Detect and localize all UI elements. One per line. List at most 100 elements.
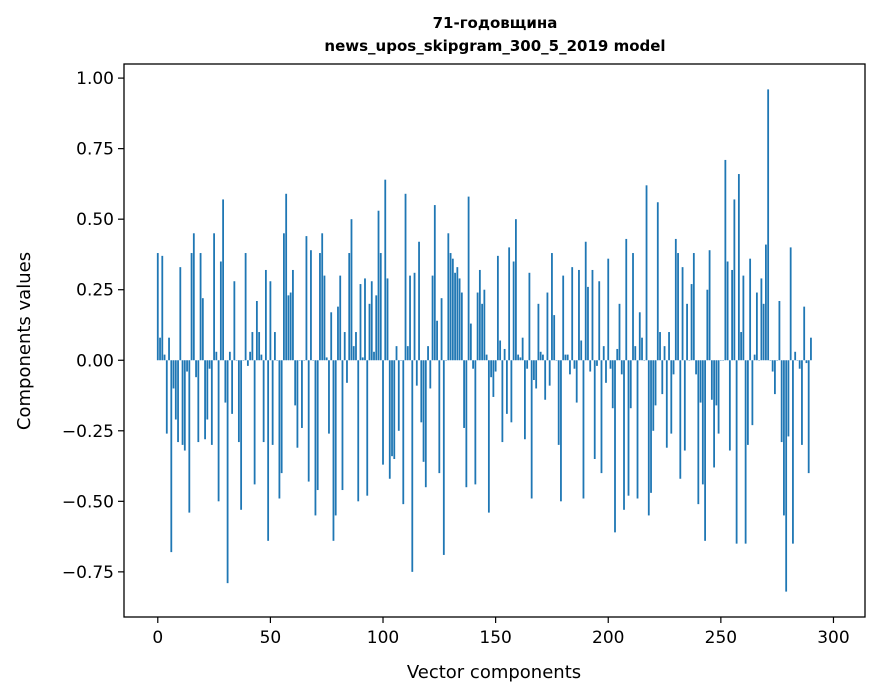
bar-48 — [264, 269, 267, 361]
bar-210 — [629, 360, 632, 409]
bar-222 — [656, 202, 659, 361]
bar-40 — [246, 360, 249, 366]
bar-68 — [310, 250, 312, 361]
bar-85 — [348, 253, 351, 361]
bar-series — [156, 89, 812, 592]
bar-32 — [228, 351, 231, 361]
bar-90 — [359, 284, 362, 361]
bar-168 — [535, 360, 538, 389]
bar-199 — [605, 360, 607, 383]
bar-280 — [787, 360, 790, 437]
bar-156 — [508, 247, 511, 361]
bar-227 — [668, 332, 670, 361]
bar-14 — [188, 360, 191, 513]
bar-23 — [208, 360, 211, 369]
bar-9 — [177, 360, 179, 443]
bar-17 — [195, 360, 197, 378]
x-axis-label: Vector components — [407, 662, 581, 683]
bar-249 — [717, 360, 720, 434]
bar-22 — [206, 360, 209, 420]
bar-36 — [237, 360, 240, 443]
bar-52 — [274, 332, 276, 361]
chart-title-line-1: 71-годовщина — [433, 14, 558, 32]
bar-159 — [515, 219, 517, 361]
bar-207 — [623, 360, 625, 510]
bar-129 — [447, 233, 450, 361]
y-tick-label: 0.00 — [76, 351, 114, 371]
bar-139 — [469, 323, 472, 361]
bar-254 — [728, 360, 731, 451]
y-axis-label: Components values — [14, 252, 35, 430]
bar-88 — [355, 332, 357, 361]
bar-193 — [591, 269, 594, 361]
bar-95 — [370, 281, 373, 361]
bar-20 — [201, 298, 204, 361]
bar-230 — [674, 238, 677, 361]
bar-235 — [686, 303, 688, 361]
x-tick-label: 300 — [817, 628, 849, 648]
bar-86 — [350, 219, 353, 361]
bar-113 — [411, 360, 414, 572]
y-tick-label: −0.50 — [62, 492, 114, 512]
bar-259 — [740, 332, 743, 361]
bar-117 — [420, 360, 423, 423]
bar-130 — [449, 253, 452, 361]
bar-288 — [805, 360, 808, 364]
bar-89 — [357, 360, 360, 502]
bar-110 — [404, 193, 407, 361]
bar-290 — [810, 337, 812, 361]
y-tick-label: −0.25 — [62, 422, 114, 442]
bar-225 — [663, 346, 666, 361]
y-tick-label: 1.00 — [76, 69, 114, 89]
bar-120 — [427, 346, 429, 361]
bar-221 — [654, 360, 657, 406]
bar-132 — [454, 272, 456, 361]
bar-111 — [406, 346, 409, 361]
bar-248 — [715, 360, 718, 406]
bar-264 — [751, 360, 754, 426]
bar-5 — [168, 337, 170, 361]
bar-136 — [463, 360, 465, 428]
bar-149 — [492, 360, 495, 397]
bar-253 — [726, 261, 729, 361]
bar-176 — [553, 315, 556, 361]
bar-218 — [647, 360, 650, 516]
bar-246 — [710, 360, 713, 400]
bar-143 — [478, 269, 481, 361]
bar-84 — [346, 360, 348, 383]
bar-170 — [539, 351, 542, 361]
bar-255 — [731, 269, 734, 361]
bar-76 — [328, 360, 330, 434]
bar-96 — [373, 351, 375, 361]
bar-121 — [429, 360, 432, 389]
bar-162 — [521, 337, 524, 361]
bar-202 — [611, 360, 614, 409]
bar-11 — [181, 360, 184, 445]
bar-231 — [677, 253, 679, 361]
bar-27 — [217, 360, 220, 502]
bar-37 — [240, 360, 243, 510]
bar-3 — [163, 354, 166, 361]
bar-229 — [672, 360, 675, 375]
bar-147 — [487, 360, 490, 513]
bar-242 — [701, 360, 704, 485]
bar-245 — [708, 250, 711, 361]
bar-163 — [524, 360, 526, 440]
bar-220 — [652, 360, 655, 431]
bar-43 — [253, 360, 256, 485]
bar-134 — [458, 278, 461, 361]
bar-99 — [379, 253, 382, 361]
bar-25 — [213, 233, 215, 361]
y-tick-label: 0.75 — [76, 140, 114, 160]
bar-233 — [681, 267, 684, 361]
bar-178 — [557, 360, 560, 445]
bar-252 — [724, 159, 727, 361]
bar-266 — [755, 292, 758, 361]
bar-44 — [255, 301, 258, 361]
bar-119 — [424, 360, 427, 488]
bar-286 — [801, 360, 803, 445]
bar-204 — [616, 348, 619, 361]
bar-283 — [794, 351, 797, 361]
x-tick-label: 0 — [152, 628, 163, 648]
bar-157 — [510, 360, 513, 423]
